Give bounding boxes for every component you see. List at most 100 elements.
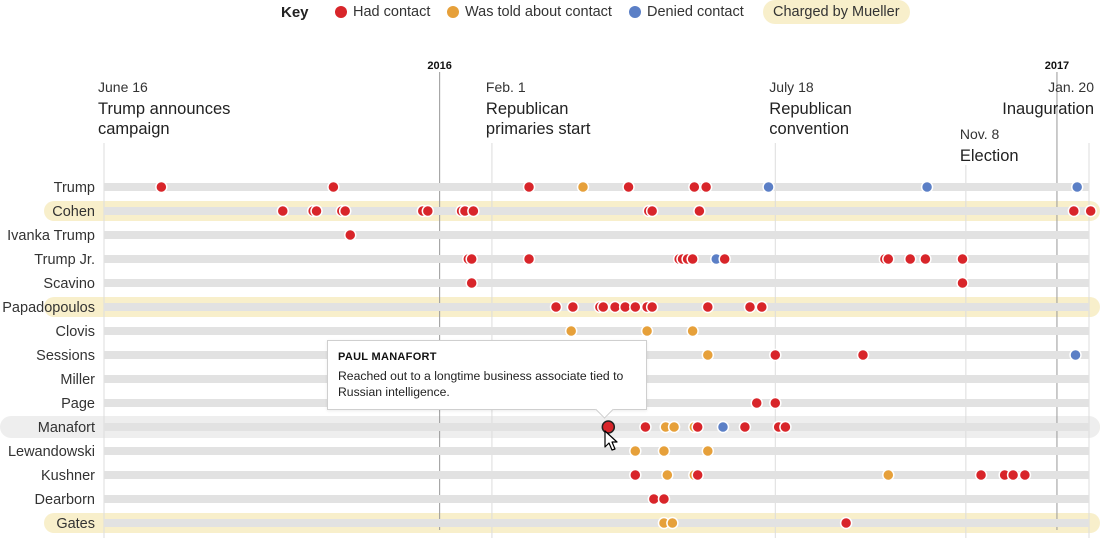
legend-told-about: Was told about contact [465,4,612,20]
event-dot [155,180,168,194]
event-dot [1067,204,1081,218]
event-dot [645,300,659,314]
event-dot [467,204,480,218]
event-dot [762,180,775,194]
event-dot [549,300,563,314]
event-dot [691,468,704,482]
event-dot [974,468,988,482]
row-label: Cohen [52,204,95,220]
event-dot [755,300,769,314]
event-dot [693,204,706,218]
event-dot [576,180,590,194]
row-label: Lewandowski [8,444,95,460]
event-dot [839,516,853,530]
event-dot [716,420,730,434]
event-dot [566,300,580,314]
event-dot [920,180,934,194]
year-label: 2016 [427,60,451,72]
event-dot [596,300,610,314]
event-dot [645,204,659,218]
milestone-title: Trump announces [98,100,230,118]
event-dot [639,420,652,434]
event-dot [699,180,713,194]
row-label: Papadopoulos [2,300,95,316]
event-dot [657,444,671,458]
event-dot [701,348,715,362]
row-label: Sessions [36,348,95,364]
event-dot [903,252,917,266]
event-dot [465,252,478,266]
milestone-date: June 16 [98,79,148,95]
event-dot [718,252,731,266]
row-track [104,471,1089,479]
row-label: Scavino [43,276,95,292]
row-track [104,207,1089,215]
row-track [104,231,1089,239]
event-dot [701,444,715,458]
event-dot [276,204,290,218]
event-dot [657,492,671,506]
event-dot [640,324,654,338]
event-dot [882,468,895,482]
legend-had-contact: Had contact [353,4,431,20]
event-dot [629,468,642,482]
row-label: Trump Jr. [34,252,95,268]
event-dot [629,444,642,458]
milestone-title: Election [960,147,1019,165]
tooltip-text-line2: Russian intelligence. [338,385,450,399]
event-dot [769,348,782,362]
event-dot [622,180,635,194]
event-dot [750,396,763,410]
legend-charged: Charged by Mueller [763,0,910,24]
milestone-date: Jan. 20 [1048,79,1094,95]
event-dot [919,252,932,266]
event-dot [686,324,699,338]
event-dot [688,180,701,194]
event-dot [738,420,752,434]
milestone-date: Feb. 1 [486,79,526,95]
row-label: Kushner [41,468,95,484]
row-label: Manafort [38,420,95,436]
year-label: 2017 [1045,60,1069,72]
row-label: Miller [60,372,95,388]
event-dot [779,420,792,434]
denied-swatch-icon [629,6,641,18]
event-dot [310,204,323,218]
event-dot [1006,468,1020,482]
had-contact-swatch-icon [335,6,347,18]
milestone-title: Inauguration [1002,100,1094,118]
row-track [104,495,1089,503]
event-dot [1084,204,1097,218]
event-dot [618,300,632,314]
row-track [104,255,1089,263]
row-track [104,423,1089,431]
told-about-swatch-icon [447,6,459,18]
event-dot [421,204,435,218]
milestone-date: July 18 [769,79,814,95]
event-dot [522,180,536,194]
row-label: Clovis [56,324,95,340]
event-dot [344,228,357,242]
row-label: Ivanka Trump [7,228,95,244]
milestone-date: Nov. 8 [960,126,1000,142]
milestone-title: primaries start [486,120,591,138]
event-dot [956,252,969,266]
tooltip-text: Reached out to a longtime business assoc… [338,368,636,400]
event-dot [743,300,757,314]
event-dot [882,252,895,266]
row-track [104,447,1089,455]
event-dot [701,300,715,314]
event-dot [608,300,622,314]
mouse-pointer-icon [604,430,618,451]
tooltip-title: PAUL MANAFORT [338,351,437,363]
legend: Key Had contact Was told about contact D… [0,0,1100,26]
event-dot [661,468,674,482]
event-dot [522,252,536,266]
event-dot [1018,468,1032,482]
legend-title: Key [281,4,309,21]
tooltip-text-line1: Reached out to a longtime business assoc… [338,369,624,383]
row-track [104,183,1089,191]
row-track [104,279,1089,287]
tooltip: PAUL MANAFORT Reached out to a longtime … [327,340,647,410]
